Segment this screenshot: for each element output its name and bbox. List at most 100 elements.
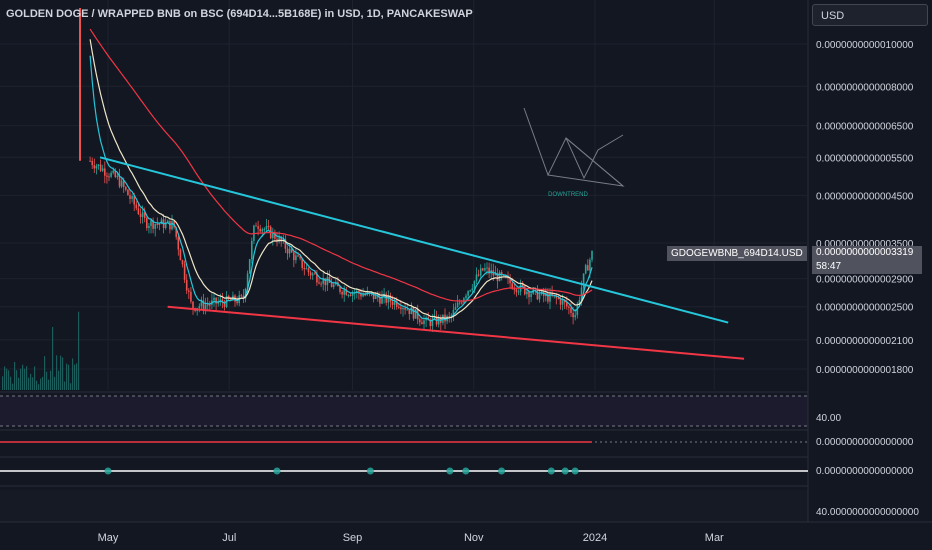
candle-body [108,176,110,178]
volume-bar [16,370,18,390]
candle-body [538,294,541,300]
volume-bar [8,370,10,390]
candle-body [99,164,102,171]
candle-body [458,302,461,304]
candle-body [381,296,383,304]
volume-bar [26,366,28,390]
candle-body [393,300,396,305]
volume-bar [44,356,46,390]
y-tick-label: 0.0000000000008000 [816,82,914,93]
candle-body [150,220,152,227]
candle-body [314,273,316,275]
candle-body [242,295,245,299]
candle-body [372,293,375,299]
volume-bar [4,366,6,390]
candle-body [387,295,390,303]
candle-body [198,306,201,309]
candle-body [561,300,564,305]
trendlines[interactable] [99,156,745,360]
candle-body [158,223,161,225]
candle-body [488,267,490,274]
candle-body [395,300,398,307]
volume-bar [72,358,74,390]
candle-body [188,290,190,292]
candle-body [286,248,289,254]
volume-bar [48,379,50,390]
candle-body [429,320,432,327]
y-tick-label: 0.0000000000002100 [816,336,914,347]
currency-selector[interactable]: USD [812,4,928,26]
candle-body [209,304,211,306]
candle-body [97,164,100,166]
volume-bar [62,357,64,390]
candle-body [486,267,488,269]
candle-body [551,292,553,296]
osc2-axis-label: 0.0000000000000000 [816,466,914,477]
candle-body [202,300,205,310]
y-axis-labels: 0.0000000000010000 0.0000000000008000 0.00… [816,40,914,376]
osc1-axis-label: 0.0000000000000000 [816,437,914,448]
candle-body [177,236,180,250]
y-tick-label: 0.0000000000002900 [816,275,914,286]
volume-bar [74,364,76,390]
volume-bar [6,368,8,390]
candle-body [91,160,94,166]
candle-body [587,265,589,271]
candle-body [179,249,182,261]
volume-bar [12,383,14,390]
candle-body [236,301,238,304]
x-tick-label: Mar [705,532,724,544]
candle-body [505,275,507,278]
candle-body [192,301,194,309]
candle-body [513,288,516,290]
volume-bar [2,376,4,390]
candle-body [181,260,184,265]
volume-bar [14,361,16,390]
volume-bar [30,373,32,390]
moving-averages [89,28,593,322]
signal-dot [366,467,374,475]
candle-body [311,273,314,276]
candle-body [223,302,226,307]
candle-body [479,268,482,276]
candle-body [584,265,587,274]
candle-body [190,291,192,302]
candle-body [343,289,346,295]
x-tick-label: Nov [464,532,484,544]
candle-body [122,180,125,188]
candle-body [148,226,150,229]
candle-body [307,268,310,273]
candle-body [494,272,497,276]
volume-bar [38,384,40,390]
candle-body [517,291,520,293]
candle-body [274,232,276,239]
candle-body [326,276,329,286]
ma-mid-line [89,39,593,319]
candle-body [89,160,91,162]
candle-body [332,284,335,287]
candle-body [563,300,566,303]
candle-body [318,282,320,284]
volume-bar [52,326,54,390]
candle-body [578,299,581,304]
candle-body [362,294,364,297]
candle-body [284,239,287,249]
signal-dot [104,467,112,475]
candle-body [521,283,524,287]
candle-body [559,298,562,305]
signal-dots [104,467,579,475]
candle-body [557,297,560,299]
candle-body [391,301,394,305]
candle-body [498,272,501,282]
volume-bar [40,378,42,390]
sketch-line [565,137,624,187]
candle-body [536,288,539,300]
candle-body [473,280,476,289]
candle-body [572,312,574,318]
candle-body [104,168,106,176]
candle-body [484,268,486,271]
signal-dot [446,467,454,475]
candle-body [511,283,514,289]
candle-body [482,268,484,271]
